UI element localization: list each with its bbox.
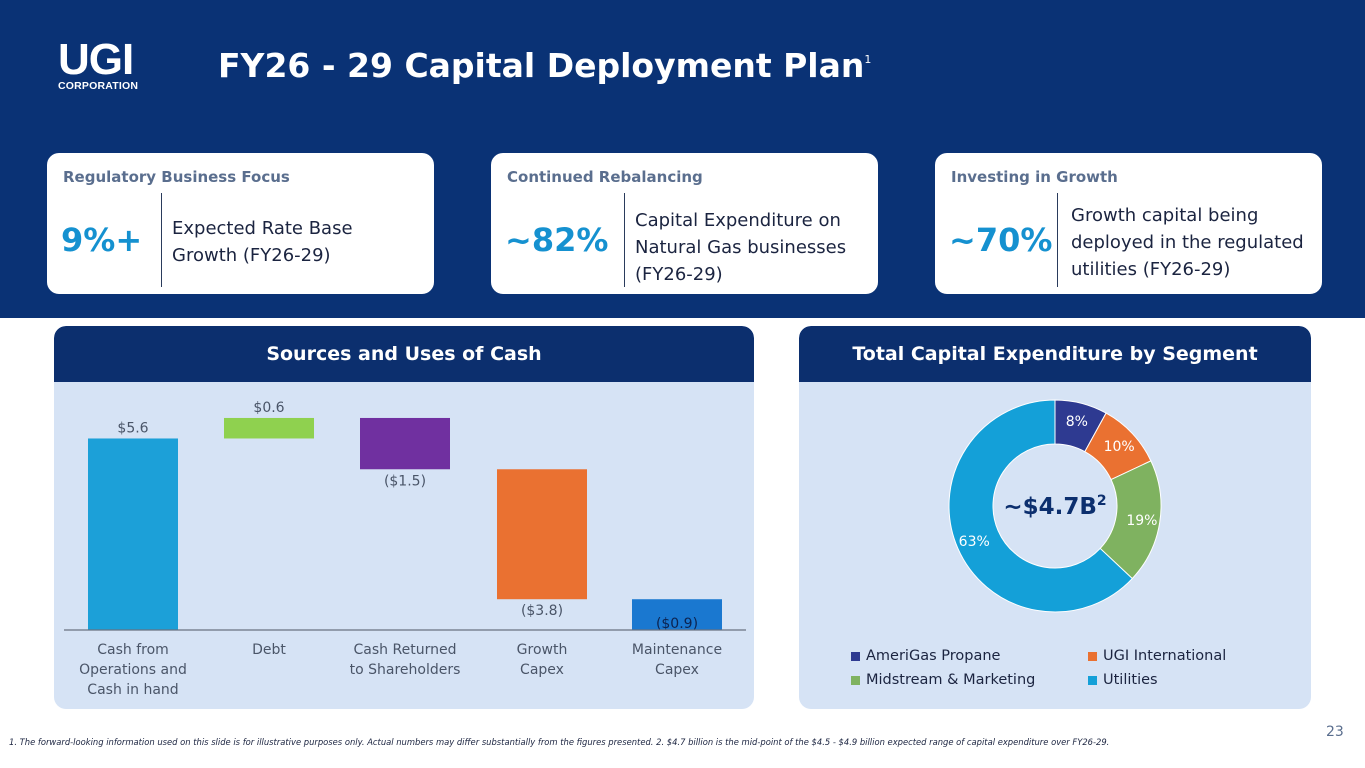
x-tick-label: Cash from [97,642,169,658]
footnote: 1. The forward-looking information used … [9,737,1110,747]
kpi-divider [1057,193,1058,287]
data-label: $0.6 [253,400,284,416]
kpi-description: Capital Expenditure on Natural Gas busin… [635,210,847,285]
x-tick-label: Capex [520,662,564,678]
logo-subtitle: CORPORATION [58,80,139,92]
kpi-card-growth: Investing in Growth ~70% Growth capital … [933,151,1324,296]
legend-label: Midstream & Marketing [866,672,1036,688]
logo-wordmark: UGI [58,35,134,84]
legend-swatch [1088,651,1097,661]
slice-label: 63% [959,534,990,550]
data-label: $5.6 [117,420,148,436]
legend-item: AmeriGas Propane [851,648,1000,664]
donut-chart: 8% 10% 19% 63% ~$4.7B2 [948,399,1162,613]
legend-item: Utilities [1088,672,1158,688]
waterfall-chart: $5.6 $0.6 ($1.5) ($3.8) ($0.9) Cash from Opera… [64,400,746,698]
data-label: ($0.9) [656,616,698,632]
legend-swatch [851,651,860,661]
slice-label: 8% [1066,414,1088,430]
waterfall-bar [224,417,314,439]
center-label-footnote-marker: 2 [1097,493,1107,509]
data-label: ($1.5) [384,473,426,489]
ugi-logo: UGI CORPORATION [58,35,139,93]
kpi-value: 9%+ [61,221,143,259]
waterfall-bar [360,417,450,470]
kpi-divider [161,193,162,287]
slice-label: 10% [1104,439,1135,455]
legend-item: Midstream & Marketing [851,672,1035,688]
x-tick-label: to Shareholders [350,662,461,678]
kpi-heading: Continued Rebalancing [507,168,703,186]
x-tick-label: Growth [517,642,568,658]
waterfall-bar [497,469,587,600]
x-tick-label: Capex [655,662,699,678]
slide-title: FY26 - 29 Capital Deployment Plan1 [218,44,871,88]
kpi-divider [624,193,625,287]
legend-item: UGI International [1088,648,1226,664]
x-tick-label: Operations and [79,662,187,678]
x-tick-label: Cash in hand [87,682,178,698]
panel-title: Total Capital Expenditure by Segment [799,326,1311,382]
legend-label: Utilities [1103,672,1158,688]
waterfall-bar [632,599,722,630]
slice-label: 19% [1126,513,1157,529]
kpi-heading: Regulatory Business Focus [63,168,290,186]
capex-segment-panel: Total Capital Expenditure by Segment 8% 1… [799,326,1311,709]
kpi-value: ~82% [505,221,609,259]
sources-uses-panel: Sources and Uses of Cash $5.6 $0.6 ($1.5) (… [54,326,754,709]
legend-swatch [1088,675,1097,685]
kpi-description: Growth capital being deployed in the reg… [1071,205,1304,280]
kpi-value: ~70% [949,221,1053,259]
kpi-heading: Investing in Growth [951,168,1118,186]
legend-label: AmeriGas Propane [866,648,1001,664]
kpi-card-rebalancing: Continued Rebalancing ~82% Capital Expen… [489,151,880,296]
donut-center-label: ~$4.7B2 [1003,493,1106,520]
x-tick-label: Cash Returned [354,642,457,658]
legend-swatch [851,675,860,685]
data-label: ($3.8) [521,603,563,619]
slide-title-text: FY26 - 29 Capital Deployment Plan [218,46,865,85]
legend-label: UGI International [1103,648,1227,664]
x-tick-label: Maintenance [632,642,722,658]
kpi-description: Expected Rate Base Growth (FY26-29) [172,218,353,266]
title-footnote-marker: 1 [864,53,872,66]
panel-title: Sources and Uses of Cash [54,326,754,382]
waterfall-bar [88,438,178,630]
page-number: 23 [1326,724,1344,740]
donut-slice [948,399,1133,613]
x-tick-label: Debt [252,642,286,658]
kpi-card-regulatory: Regulatory Business Focus 9%+ Expected R… [45,151,436,296]
